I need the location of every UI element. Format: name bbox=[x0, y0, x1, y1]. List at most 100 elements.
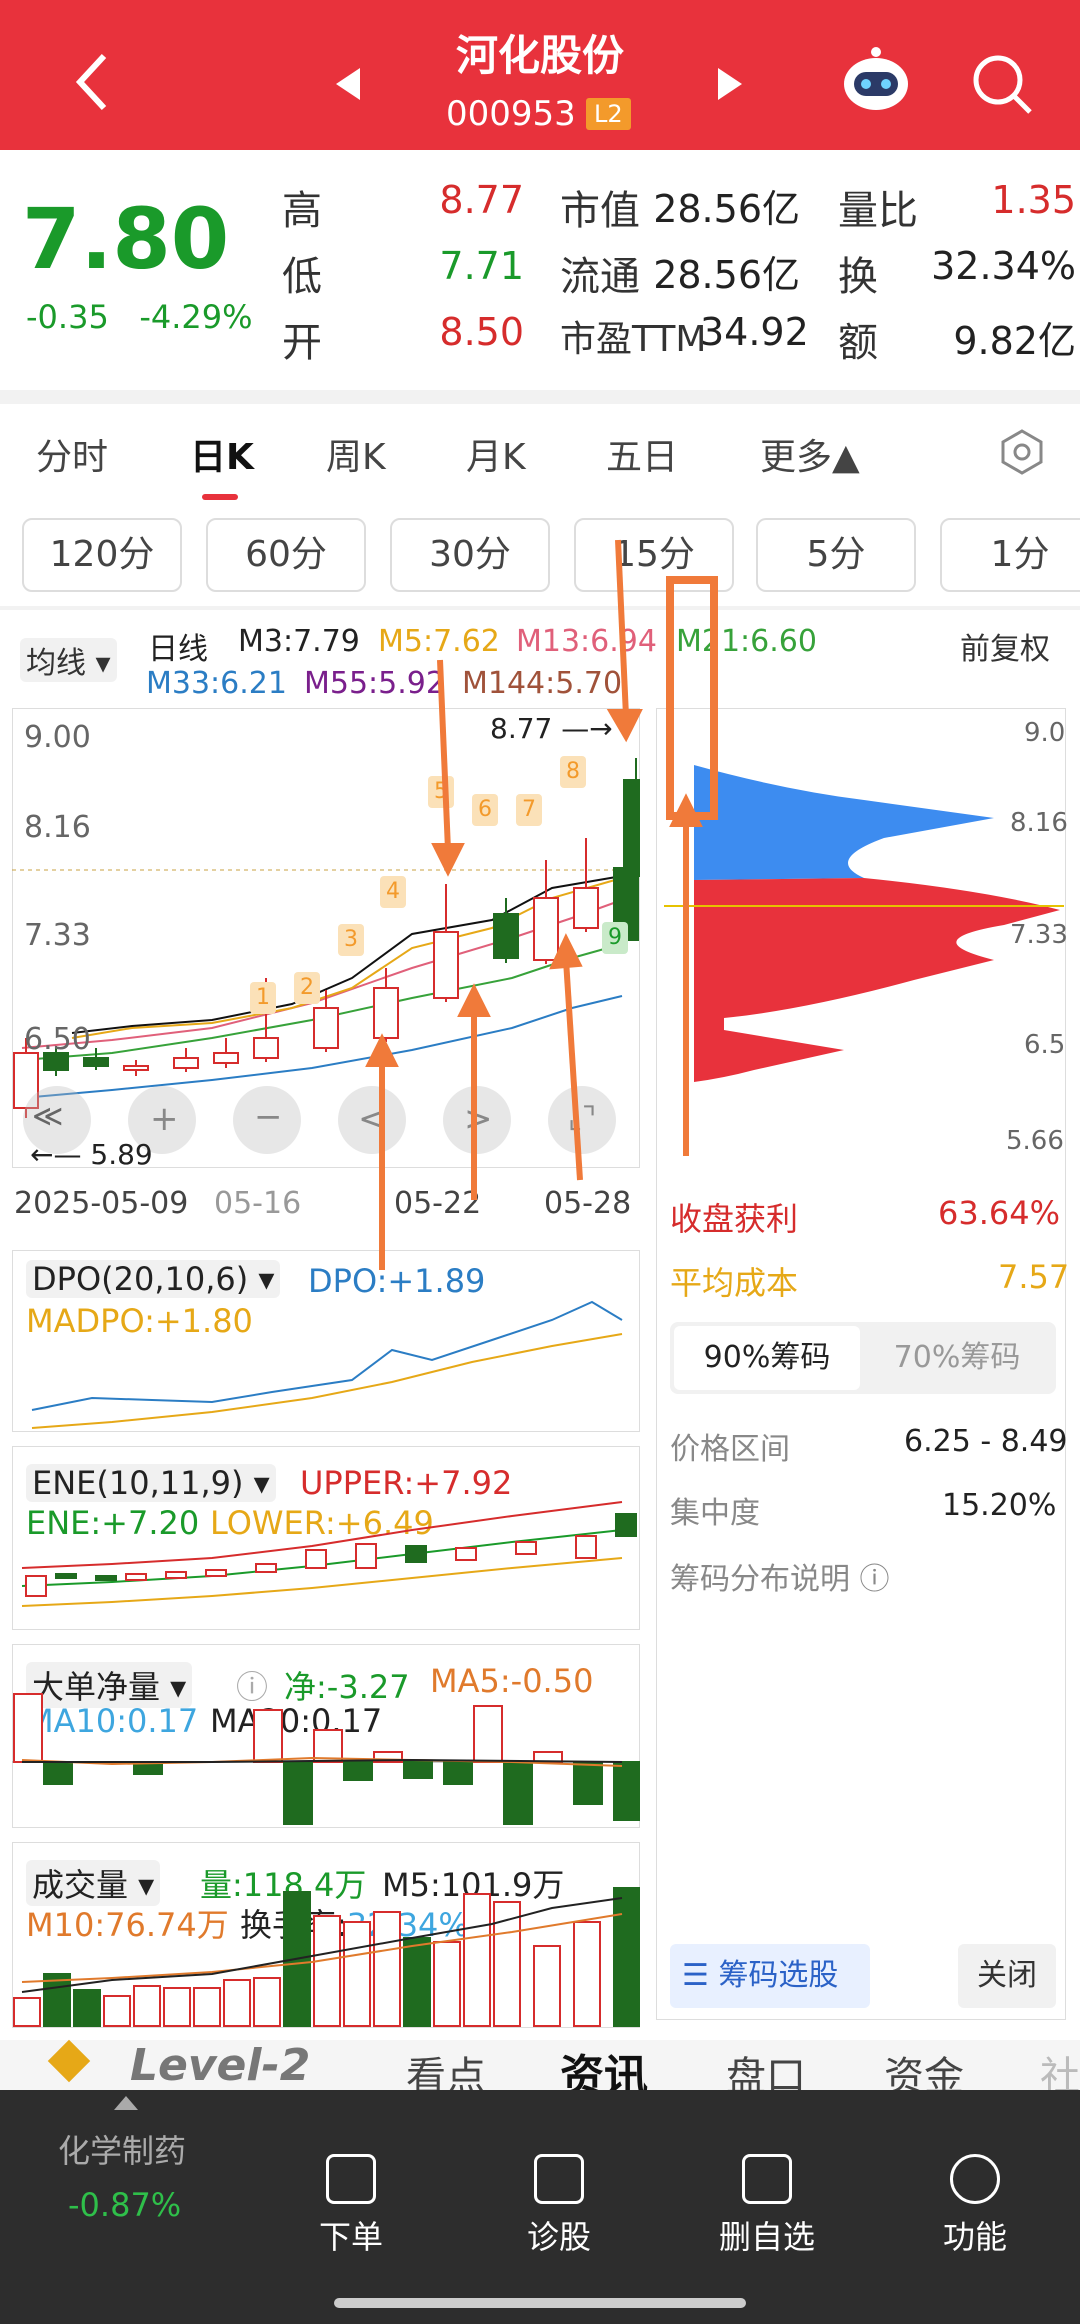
back-icon[interactable] bbox=[72, 52, 112, 112]
ene-candle bbox=[305, 1549, 327, 1569]
dpo-selector[interactable]: DPO(20,10,6) ▾ bbox=[26, 1260, 281, 1298]
diagnose-icon bbox=[534, 2154, 584, 2204]
period-1min[interactable]: 1分 bbox=[940, 518, 1080, 592]
ma5-line bbox=[71, 877, 623, 1039]
bignet-net: 净:-3.27 bbox=[284, 1668, 410, 1706]
ene-candle bbox=[95, 1575, 117, 1581]
period-5min[interactable]: 5分 bbox=[756, 518, 916, 592]
tab-daily-k[interactable]: 日K bbox=[190, 437, 254, 478]
chip-loss-region bbox=[694, 878, 1060, 1082]
count-badge: 9 bbox=[602, 922, 628, 954]
period-15min[interactable]: 15分 bbox=[574, 518, 734, 592]
dpo-value: DPO:+1.89 bbox=[308, 1262, 486, 1300]
help-icon[interactable]: ⓘ bbox=[236, 1668, 269, 1706]
dpo-panel bbox=[12, 1250, 640, 1432]
ene-selector[interactable]: ENE(10,11,9) ▾ bbox=[26, 1464, 276, 1502]
chip-y-2: 7.33 bbox=[1010, 920, 1068, 950]
ma33-value: M33:6.21 bbox=[146, 666, 287, 701]
sector-name[interactable]: 化学制药 bbox=[58, 2132, 187, 2170]
bignet-bar bbox=[503, 1761, 533, 1825]
candle bbox=[373, 987, 399, 1039]
chip-y-1: 8.16 bbox=[1010, 808, 1068, 838]
app-header: 河化股份 000953 L2 bbox=[0, 0, 1080, 150]
tab-weekly-k[interactable]: 周K bbox=[326, 437, 386, 478]
chip-close-button[interactable]: 关闭 bbox=[958, 1944, 1056, 2008]
volume-bar bbox=[313, 1915, 341, 2027]
ene-candle bbox=[615, 1513, 637, 1537]
ene-candle bbox=[515, 1541, 537, 1555]
bignet-panel bbox=[12, 1644, 640, 1828]
kline-frame bbox=[12, 708, 640, 1168]
robot-assistant-icon[interactable] bbox=[838, 46, 914, 116]
tab-level2[interactable]: Level-2 bbox=[130, 2040, 311, 2091]
volume-bar bbox=[613, 1887, 640, 2027]
tab-timeshare[interactable]: 分时 bbox=[36, 437, 109, 478]
volume-bar bbox=[223, 1979, 251, 2027]
concentration-label: 集中度 bbox=[670, 1496, 760, 1531]
ene-chart bbox=[21, 1501, 637, 1607]
ma3-line bbox=[71, 875, 623, 1034]
profit-label: 收盘获利 bbox=[670, 1200, 799, 1238]
functions-button[interactable]: 功能 bbox=[900, 2154, 1050, 2258]
candle bbox=[573, 887, 599, 929]
kline-y-3: 6.50 bbox=[24, 1022, 91, 1057]
tab-five-day[interactable]: 五日 bbox=[606, 437, 679, 478]
period-120min[interactable]: 120分 bbox=[22, 518, 182, 592]
volume-selector[interactable]: 成交量 ▾ bbox=[26, 1860, 161, 1906]
tab-chip-90[interactable]: 90%筹码 bbox=[674, 1326, 860, 1390]
count-badge: 6 bbox=[472, 794, 498, 826]
pe-value: 34.92 bbox=[700, 310, 809, 354]
ene-candle bbox=[205, 1569, 227, 1577]
diagnose-button[interactable]: 诊股 bbox=[484, 2154, 634, 2258]
volume-bar bbox=[43, 1973, 71, 2027]
chip-stock-select-button[interactable]: ☰ 筹码选股 bbox=[670, 1944, 870, 2008]
high-value: 8.77 bbox=[439, 178, 524, 222]
quote-panel: 7.80 -0.35 -4.29% 高 8.77 市值 28.56亿 量比 1.… bbox=[0, 150, 1080, 390]
bignet-selector[interactable]: 大单净量 ▾ bbox=[26, 1662, 193, 1708]
candle bbox=[13, 1052, 39, 1109]
tab-monthly-k[interactable]: 月K bbox=[466, 437, 526, 478]
ene-candle bbox=[455, 1547, 477, 1561]
period-60min[interactable]: 60分 bbox=[206, 518, 366, 592]
ene-candle bbox=[165, 1571, 187, 1579]
tab-more[interactable]: 更多▲ bbox=[760, 437, 860, 478]
volume-bar bbox=[163, 1987, 191, 2027]
count-badge: 3 bbox=[338, 924, 364, 956]
count-badge: 5 bbox=[428, 776, 454, 808]
candle bbox=[43, 1052, 69, 1071]
level2-diamond-icon bbox=[47, 2039, 91, 2083]
volume-bar bbox=[13, 1997, 41, 2027]
bignet-bar bbox=[13, 1693, 43, 1763]
amount-value: 9.82亿 bbox=[953, 319, 1076, 363]
volume-bar bbox=[373, 1911, 401, 2027]
bignet-chart bbox=[12, 1693, 640, 1825]
candle bbox=[623, 779, 640, 877]
caret-up-icon bbox=[114, 2096, 138, 2110]
indicator-selector[interactable]: 均线 ▾ bbox=[20, 638, 117, 682]
l2-badge: L2 bbox=[586, 98, 631, 130]
volume-bar bbox=[193, 1987, 221, 2027]
search-icon[interactable] bbox=[970, 52, 1036, 118]
date-3: 05-28 bbox=[544, 1186, 632, 1221]
minute-period-bar: 120分 60分 30分 15分 5分 1分 bbox=[0, 504, 1080, 604]
remove-watchlist-button[interactable]: 删自选 bbox=[692, 2154, 842, 2258]
amount-label: 额 bbox=[838, 320, 878, 366]
settings-hex-icon[interactable] bbox=[998, 428, 1046, 476]
volume-chart bbox=[13, 1887, 640, 2027]
chip-explain-link[interactable]: 筹码分布说明 ⓘ bbox=[670, 1562, 890, 1597]
prev-stock-icon[interactable] bbox=[334, 66, 362, 102]
adjust-mode[interactable]: 前复权 bbox=[960, 632, 1050, 667]
tab-chip-70[interactable]: 70%筹码 bbox=[893, 1340, 1021, 1375]
nav-rewind-icon: ≪ bbox=[32, 1099, 63, 1134]
ene-candle bbox=[25, 1575, 47, 1597]
bignet-ma20: MA20:0.17 bbox=[210, 1702, 383, 1740]
fullscreen-icon: ⌞⌝ bbox=[568, 1101, 596, 1136]
volume-bar bbox=[573, 1921, 601, 2027]
candles bbox=[13, 758, 640, 1118]
order-button[interactable]: 下单 bbox=[276, 2154, 426, 2258]
period-30min[interactable]: 30分 bbox=[390, 518, 550, 592]
list-icon: ☰ bbox=[682, 1958, 719, 1993]
next-stock-icon[interactable] bbox=[716, 66, 744, 102]
avg-cost-label: 平均成本 bbox=[670, 1264, 799, 1302]
zoom-out-icon: − bbox=[254, 1097, 283, 1137]
